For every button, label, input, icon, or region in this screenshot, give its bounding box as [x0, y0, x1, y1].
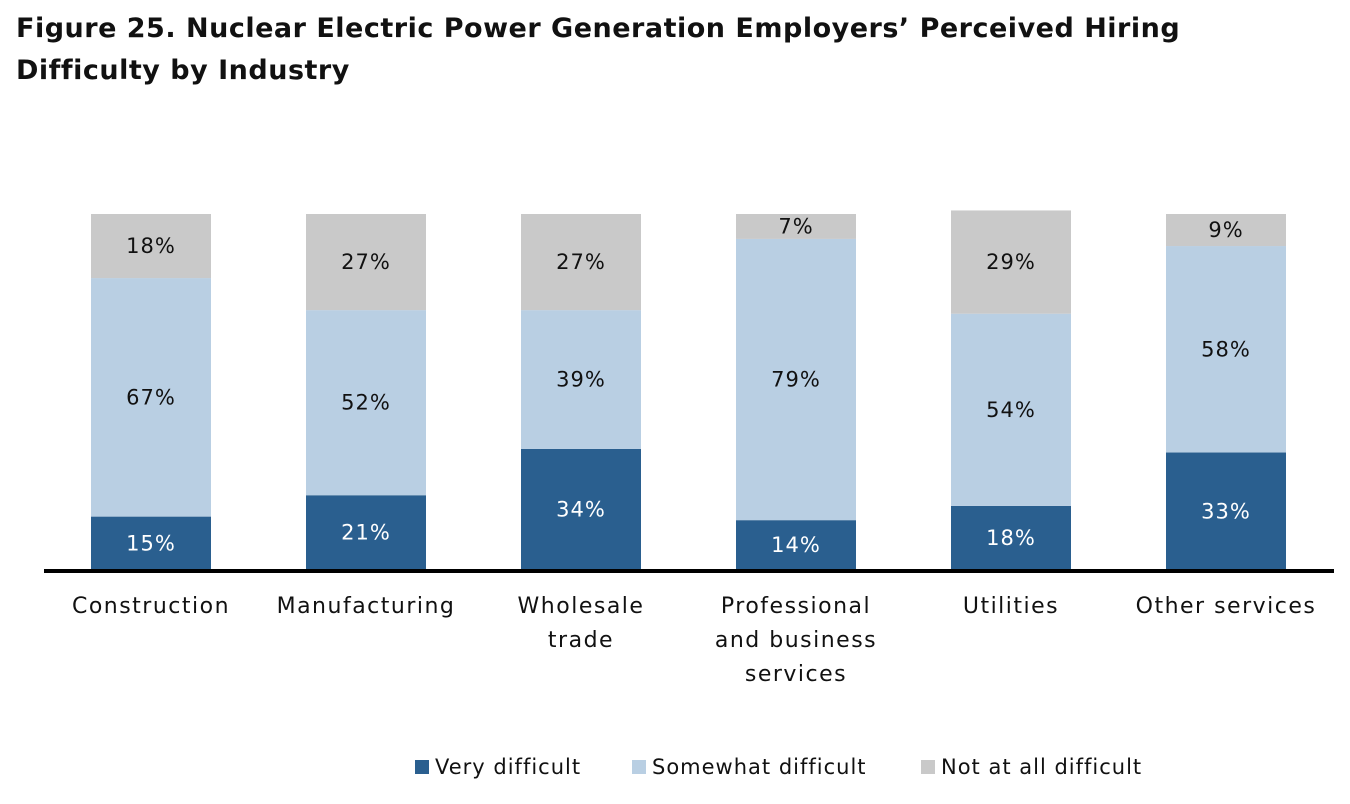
bar-segment	[91, 214, 211, 279]
legend-swatch	[921, 760, 935, 774]
value-label: 18%	[986, 526, 1036, 550]
x-tick-label: Construction	[71, 594, 231, 619]
bar-segment	[736, 214, 856, 239]
x-tick-label: Professional and business services	[714, 594, 878, 687]
value-label: 15%	[126, 531, 176, 555]
bar-segment	[91, 516, 211, 570]
value-label: 58%	[1201, 337, 1251, 361]
bar-segment	[1166, 452, 1286, 570]
value-label: 67%	[126, 385, 176, 409]
bar-segment	[306, 495, 426, 570]
value-label: 54%	[986, 398, 1036, 422]
bar-segment	[306, 310, 426, 496]
value-label: 7%	[778, 214, 813, 238]
x-tick-label: Wholesale trade	[517, 594, 645, 653]
bar-segment	[951, 210, 1071, 314]
value-label: 33%	[1201, 499, 1251, 523]
value-label: 39%	[556, 368, 606, 392]
value-label: 9%	[1208, 218, 1243, 242]
x-tick-label: Manufacturing	[276, 594, 456, 619]
legend-label: Somewhat difficult	[652, 755, 867, 779]
value-label: 29%	[986, 250, 1036, 274]
bar-segment	[1166, 214, 1286, 247]
bar-segment	[306, 214, 426, 311]
chart-title: Figure 25. Nuclear Electric Power Genera…	[16, 13, 1181, 86]
legend-swatch	[632, 760, 646, 774]
bar-segment	[521, 214, 641, 311]
value-label: 18%	[126, 234, 176, 258]
bar-segment	[736, 238, 856, 521]
x-tick-label: Utilities	[962, 594, 1060, 619]
value-label: 21%	[341, 521, 391, 545]
legend-label: Not at all difficult	[941, 755, 1143, 779]
bar-segment	[91, 278, 211, 517]
bar-segment	[1166, 246, 1286, 453]
value-label: 34%	[556, 497, 606, 521]
value-label: 79%	[771, 368, 821, 392]
bar-segment	[521, 310, 641, 449]
bar-segment	[736, 520, 856, 570]
legend-label: Very difficult	[435, 755, 582, 779]
bar-segment	[521, 448, 641, 570]
value-label: 27%	[341, 250, 391, 274]
value-label: 27%	[556, 250, 606, 274]
x-tick-label: Other services	[1135, 594, 1317, 619]
value-label: 52%	[341, 391, 391, 415]
bar-segment	[951, 313, 1071, 506]
value-label: 14%	[771, 533, 821, 557]
bar-segment	[951, 505, 1071, 570]
legend-swatch	[415, 760, 429, 774]
